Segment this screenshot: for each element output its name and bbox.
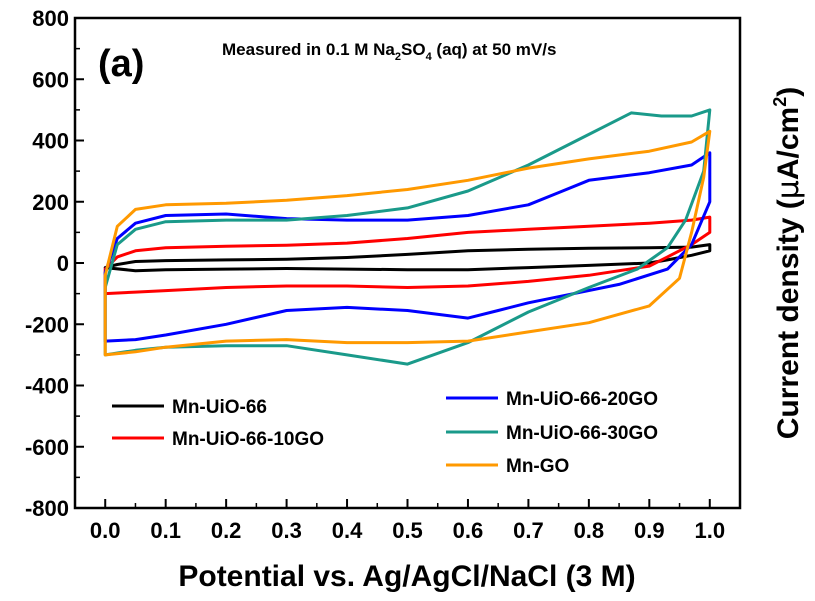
annotation-suffix: (aq) at 50 mV/s <box>432 40 557 59</box>
x-tick-label: 0.1 <box>150 518 181 543</box>
y-axis-title-close: ) <box>772 87 805 97</box>
x-tick-label: 0.0 <box>90 518 121 543</box>
annotation-mid: SO <box>401 40 426 59</box>
y-tick-label: -600 <box>25 435 69 460</box>
y-axis-title-unit: A/cm <box>772 107 805 180</box>
x-tick-label: 1.0 <box>694 518 725 543</box>
legend-label: Mn-UiO-66 <box>172 397 267 418</box>
legend-label: Mn-UiO-66-20GO <box>506 389 658 410</box>
y-tick-label: 200 <box>32 190 69 215</box>
x-tick-label: 0.8 <box>574 518 605 543</box>
y-axis-title-sup: 2 <box>770 97 790 107</box>
y-axis-title-main: Current density ( <box>772 199 805 439</box>
series-line <box>103 243 712 273</box>
y-tick-label: -800 <box>25 496 69 521</box>
legend-label: Mn-UiO-66-10GO <box>172 429 324 450</box>
y-tick-label: 800 <box>32 6 69 31</box>
x-tick-label: 0.3 <box>271 518 302 543</box>
y-tick-label: -400 <box>25 374 69 399</box>
legend-label: Mn-UiO-66-30GO <box>506 423 658 444</box>
x-tick-label: 0.7 <box>513 518 544 543</box>
x-tick-label: 0.4 <box>332 518 363 543</box>
annotation-sub1: 2 <box>395 51 401 63</box>
x-axis-title: Potential vs. Ag/AgCl/NaCl (3 M) <box>178 560 635 593</box>
legend-label: Mn-GO <box>506 456 569 477</box>
x-tick-label: 0.5 <box>392 518 423 543</box>
tick-labels: 0.0 0.1 0.2 0.3 0.4 0.5 0.6 0.7 0.8 0.9 1.0 800 600 4… <box>25 6 725 543</box>
legend: Mn-UiO-66 Mn-UiO-66-10GO Mn-UiO-66-20GO Mn-… <box>112 389 658 477</box>
axis-ticks <box>75 17 711 509</box>
y-axis-title-mu: μ <box>771 180 806 199</box>
series-line <box>103 215 712 296</box>
series-line <box>103 108 712 366</box>
series-curves <box>103 108 712 366</box>
y-tick-label: 0 <box>57 251 69 276</box>
annotation-prefix: Measured in 0.1 M Na <box>222 40 395 59</box>
x-tick-label: 0.9 <box>634 518 665 543</box>
x-tick-label: 0.6 <box>453 518 484 543</box>
measurement-annotation: Measured in 0.1 M Na2SO4 (aq) at 50 mV/s <box>222 40 556 63</box>
y-axis-title: Current density (μA/cm2) <box>770 87 806 440</box>
panel-label: (a) <box>98 43 144 85</box>
y-tick-label: 600 <box>32 67 69 92</box>
y-tick-label: 400 <box>32 129 69 154</box>
annotation-sub2: 4 <box>426 51 433 63</box>
y-tick-label: -200 <box>25 312 69 337</box>
series-line <box>103 129 712 357</box>
x-tick-label: 0.2 <box>211 518 242 543</box>
